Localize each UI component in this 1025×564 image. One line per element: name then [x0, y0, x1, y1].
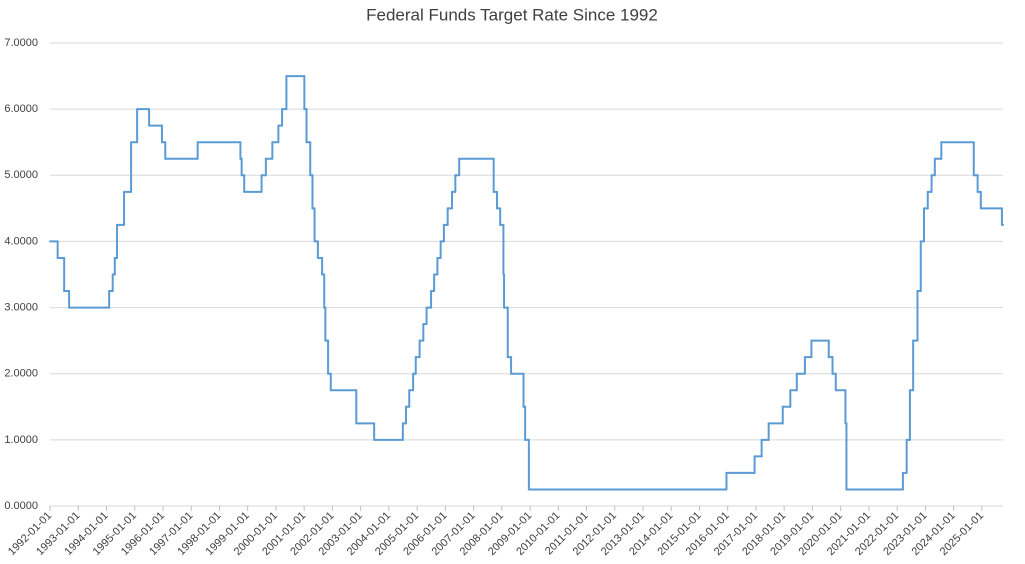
- y-tick-label: 4.0000: [4, 235, 38, 247]
- chart-title: Federal Funds Target Rate Since 1992: [366, 5, 658, 24]
- y-tick-label: 0.0000: [4, 500, 38, 512]
- y-tick-label: 3.0000: [4, 301, 38, 313]
- y-tick-label: 2.0000: [4, 368, 38, 380]
- y-tick-label: 5.0000: [4, 169, 38, 181]
- y-tick-label: 1.0000: [4, 434, 38, 446]
- y-tick-label: 6.0000: [4, 103, 38, 115]
- y-tick-label: 7.0000: [4, 37, 38, 49]
